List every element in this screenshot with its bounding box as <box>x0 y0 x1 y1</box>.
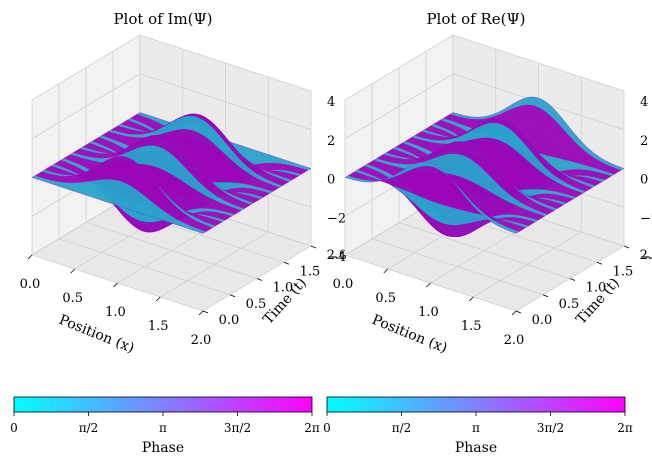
colorbar-tick-label: π/2 <box>392 421 412 435</box>
y-tick-mark <box>542 294 549 298</box>
colorbar-tick-label: 2π <box>617 421 633 435</box>
z-tick-label: 4 <box>640 95 648 110</box>
colorbar-tick-label: π <box>472 421 480 435</box>
x-tick-mark <box>198 310 204 316</box>
colorbar-tick-label: 0 <box>10 421 18 435</box>
x-tick-label: 0.0 <box>20 277 41 292</box>
plot-im: Plot of Im(Ψ) 0.0 0.5 1.0 1.5 2.0 0.0 0.5 1.0 1.… <box>20 10 348 357</box>
x-tick-label: 0.0 <box>333 277 354 292</box>
axes-3d: 0.0 0.5 1.0 1.5 2.0 0.0 0.5 1.0 1.5 2.0 4 2 0 −2 −4 <box>333 34 652 348</box>
y-tick-mark <box>256 278 263 281</box>
x-tick-mark <box>383 268 389 274</box>
colorbar-tick-label: 3π/2 <box>224 421 251 435</box>
surface-strip <box>344 161 520 234</box>
x-tick-label: 0.5 <box>375 291 396 306</box>
surface-strip <box>31 175 207 234</box>
x-tick-label: 1.0 <box>105 305 126 320</box>
y-tick-mark <box>569 278 576 281</box>
y-tick-label: 0.0 <box>532 313 553 328</box>
axes-3d: 0.0 0.5 1.0 1.5 2.0 0.0 0.5 1.0 1.5 2.0 4 2 0 −2 −4 <box>20 34 348 348</box>
gridline <box>31 34 312 101</box>
colorbar-gradient <box>326 396 626 413</box>
colorbar-tick-label: 2π <box>304 421 320 435</box>
x-tick-label: 0.5 <box>62 291 83 306</box>
y-tick-label: 0.5 <box>246 297 267 312</box>
y-tick-label: 0.5 <box>559 297 580 312</box>
colorbar-tick-label: 3π/2 <box>537 421 564 435</box>
colorbar-right: 0 π/2 π 3π/2 2π Phase <box>323 396 633 456</box>
colorbar-label: Phase <box>455 440 497 456</box>
y-tick-mark <box>310 245 317 249</box>
x-tick-label: 2.0 <box>191 333 212 348</box>
gridline <box>344 34 625 101</box>
y-tick-mark <box>515 310 522 314</box>
gridline <box>398 222 571 279</box>
plot-title: Plot of Re(Ψ) <box>426 10 525 28</box>
x-tick-label: 1.5 <box>148 319 169 334</box>
z-tick-label: −2 <box>327 211 346 226</box>
y-tick-label: 1.5 <box>300 264 321 279</box>
y-tick-label: 2.0 <box>327 248 348 263</box>
gridline <box>160 231 269 298</box>
y-tick-mark <box>202 310 209 314</box>
y-tick-mark <box>623 245 630 249</box>
x-tick-label: 1.5 <box>461 319 482 334</box>
x-tick-mark <box>70 268 76 274</box>
z-tick-label: 4 <box>327 95 335 110</box>
y-tick-label: 1.5 <box>613 264 634 279</box>
y-tick-label: 2.0 <box>640 248 652 263</box>
x-tick-label: 2.0 <box>504 333 525 348</box>
z-tick-label: 0 <box>327 173 335 188</box>
z-tick-label: 2 <box>640 134 648 149</box>
x-tick-label: 1.0 <box>418 305 439 320</box>
x-tick-mark <box>340 254 346 260</box>
colorbar-tick-label: π/2 <box>79 421 99 435</box>
colorbar-tick-label: π <box>159 421 167 435</box>
y-tick-mark <box>283 261 290 265</box>
x-tick-mark <box>155 296 161 302</box>
colorbar-left: 0 π/2 π 3π/2 2π Phase <box>10 396 320 456</box>
z-tick-label: 2 <box>327 134 335 149</box>
x-tick-mark <box>426 282 431 288</box>
x-tick-mark <box>511 310 517 316</box>
y-tick-mark <box>596 261 603 265</box>
x-tick-mark <box>113 282 118 288</box>
colorbar-label: Phase <box>142 440 184 456</box>
z-tick-label: −2 <box>640 211 652 226</box>
x-tick-mark <box>468 296 474 302</box>
gridline <box>473 231 582 298</box>
y-tick-label: 0.0 <box>219 313 240 328</box>
z-tick-label: 0 <box>640 173 648 188</box>
colorbar-tick-label: 0 <box>323 421 331 435</box>
y-tick-label: 1.0 <box>273 281 294 296</box>
colorbar-gradient <box>13 396 313 413</box>
z-tick-label: −4 <box>640 250 652 265</box>
y-tick-mark <box>229 294 236 298</box>
x-tick-mark <box>27 254 33 260</box>
gridline <box>85 222 258 279</box>
y-tick-label: 1.0 <box>586 281 607 296</box>
gridline <box>31 73 312 140</box>
plot-title: Plot of Im(Ψ) <box>113 10 212 28</box>
z-tick-label: −4 <box>327 250 346 265</box>
plot-re: Plot of Re(Ψ) 0.0 0.5 1.0 1.5 2.0 0.0 0.5 1.0 1.… <box>333 10 652 357</box>
gridline <box>344 73 625 140</box>
